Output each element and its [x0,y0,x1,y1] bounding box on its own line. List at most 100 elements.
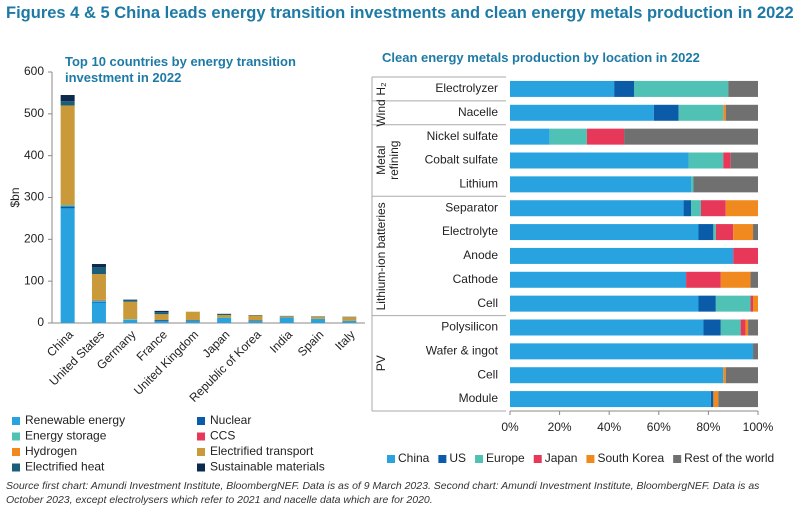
x-tick-label: India [267,327,296,356]
bar-segment [683,200,692,217]
bar-segment [510,200,684,217]
bar-segment [549,128,587,145]
bar-segment [753,295,758,312]
legend-label: Japan [545,451,578,465]
bar-segment [748,319,758,336]
y-tick-label: Polysilicon [441,320,498,334]
bar-segment [730,152,758,169]
y-tick-label: Cell [477,296,498,310]
bar-segment [248,320,263,323]
bar-segment [691,176,694,193]
y-tick-label: Cathode [453,272,499,286]
bar-segment [279,317,294,323]
y-tick-label: Cobalt sulfate [425,153,499,167]
bar-segment [60,206,75,209]
bar-segment [60,95,75,102]
bar-segment [678,104,724,121]
bar-segment [510,152,689,169]
bar-segment [91,300,106,302]
bar-segment [185,321,200,323]
legend-label: Rest of the world [684,451,774,465]
bar-segment [217,315,232,318]
bar-segment [723,104,726,121]
legend-label: Hydrogen [25,444,77,458]
y-tick-label: 300 [24,190,44,204]
y-tick-label: 500 [24,106,44,120]
bar-segment [723,152,731,169]
bar-segment [217,313,232,316]
bar-segment [703,319,721,336]
bar-segment [753,343,758,360]
bar-segment [91,267,106,275]
bar-segment [713,224,716,241]
group-label: Lithium-ion batteries [374,201,388,310]
bar-segment [510,128,550,145]
bar-segment [185,320,200,322]
bar-segment [510,224,699,241]
bar-segment [688,152,724,169]
bar-segment [740,319,746,336]
x-tick-label: Italy [332,327,357,352]
bar-segment [723,367,726,384]
y-tick-label: Lithium [459,177,498,191]
bar-segment [510,176,692,193]
bar-segment [248,315,263,321]
y-tick-label: 400 [24,148,44,162]
bar-segment [311,318,326,323]
bar-segment [342,320,357,323]
bar-segment [279,316,294,318]
bar-segment [750,295,754,312]
bar-segment [733,224,754,241]
legend-swatch [438,455,447,463]
y-tick-label: Anode [463,248,498,262]
bar-segment [753,224,758,241]
legend-label: Energy storage [25,429,107,443]
x-tick-label: 0% [501,420,519,434]
legend-label: US [449,451,466,465]
bar-segment [60,101,75,106]
bar-segment [185,311,200,321]
legend-swatch [12,417,20,425]
legend-swatch [673,455,682,463]
chart-title: Clean energy metals production by locati… [382,50,700,65]
page-title: Figures 4 & 5 China leads energy transit… [6,4,794,22]
bar-segment [728,80,758,97]
legend-label: South Korea [597,451,664,465]
bar-segment [720,271,751,288]
bar-segment [725,200,758,217]
bar-segment [510,391,711,408]
bar-segment [91,302,106,323]
bar-segment [624,128,758,145]
bar-segment [634,80,729,97]
legend-label: Nuclear [210,413,251,427]
bar-segment [510,247,734,264]
bar-segment [710,391,714,408]
legend-swatch [12,448,20,456]
y-tick-label: Wafer & ingot [426,344,499,358]
legend-label: Electrified transport [210,444,314,458]
bar-segment [91,264,106,268]
bar-segment [510,104,654,121]
y-tick-label: Nickel sulfate [427,129,499,143]
y-tick-label: 0 [37,315,44,329]
bar-segment [720,319,741,336]
chart-title: Top 10 countries by energy transition in… [65,54,296,85]
bar-segment [123,301,138,320]
legend-label: Electrified heat [25,460,105,474]
group-label: Metal refining [374,140,401,181]
bar-segment [733,247,758,264]
bar-segment [691,200,701,217]
bar-segment [217,317,232,323]
x-tick-label: 60% [647,420,671,434]
y-tick-label: 600 [24,64,44,78]
y-tick-label: Nacelle [458,105,498,119]
bar-segment [154,321,169,323]
bar-segment [123,319,138,323]
bar-segment [750,271,758,288]
bar-segment [510,343,754,360]
bar-segment [342,317,357,321]
bar-segment [91,274,106,300]
y-axis-title: $bn [8,187,22,207]
legend-swatch [197,417,205,425]
legend-label: Renewable energy [25,413,125,427]
